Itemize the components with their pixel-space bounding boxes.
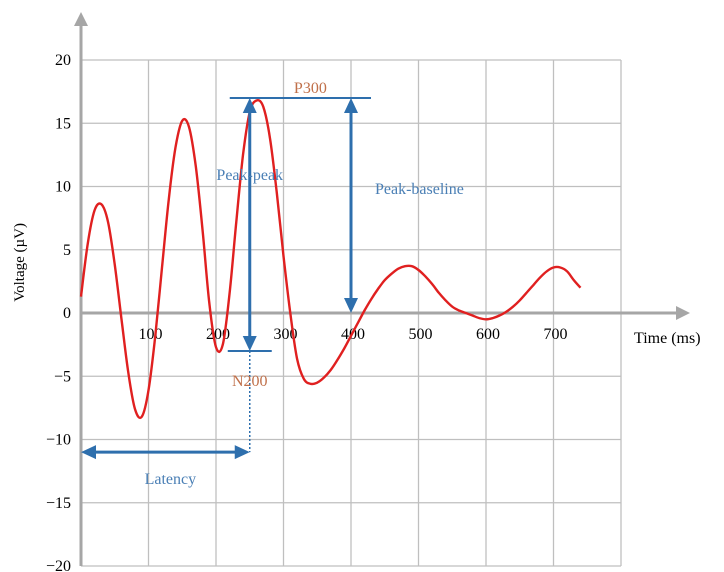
annotations-layer bbox=[81, 96, 371, 460]
peak-peak-arrow-head-up bbox=[242, 97, 257, 113]
peak-peak-label: Peak-peak bbox=[216, 167, 283, 184]
latency-arrow-head-left bbox=[81, 445, 96, 460]
x-tick-label: 100 bbox=[139, 326, 163, 343]
y-tick-label: 15 bbox=[55, 115, 71, 132]
y-tick-label: −20 bbox=[46, 558, 71, 572]
latency-label: Latency bbox=[145, 471, 197, 488]
erp-waveform-line bbox=[79, 99, 582, 420]
y-tick-label: −15 bbox=[46, 495, 71, 512]
y-axis-label: Voltage (µV) bbox=[12, 223, 28, 302]
y-tick-labels: 20 15 10 5 0 −5 −10 −15 −20 bbox=[46, 52, 71, 572]
peak-peak-arrow-head-down bbox=[242, 335, 257, 351]
y-tick-label: −5 bbox=[54, 368, 71, 385]
y-tick-label: −10 bbox=[46, 432, 71, 449]
peak-baseline-arrow-head-up bbox=[344, 97, 358, 113]
y-axis-arrow bbox=[74, 12, 88, 26]
series-layer bbox=[79, 99, 582, 420]
x-tick-label: 500 bbox=[409, 326, 433, 343]
x-tick-label: 700 bbox=[544, 326, 568, 343]
n200-label: N200 bbox=[232, 373, 268, 390]
p300-label: P300 bbox=[294, 80, 327, 97]
x-axis-label: Time (ms) bbox=[634, 330, 701, 347]
y-tick-label: 0 bbox=[63, 305, 71, 322]
peak-baseline-arrow-head-down bbox=[344, 298, 358, 313]
peak-baseline-label: Peak-baseline bbox=[375, 181, 464, 198]
x-axis-arrow bbox=[676, 306, 690, 320]
latency-arrow-head-right bbox=[234, 445, 250, 460]
y-tick-label: 20 bbox=[55, 52, 71, 69]
y-tick-label: 10 bbox=[55, 179, 71, 196]
y-tick-label: 5 bbox=[63, 242, 71, 259]
x-tick-label: 600 bbox=[476, 326, 500, 343]
